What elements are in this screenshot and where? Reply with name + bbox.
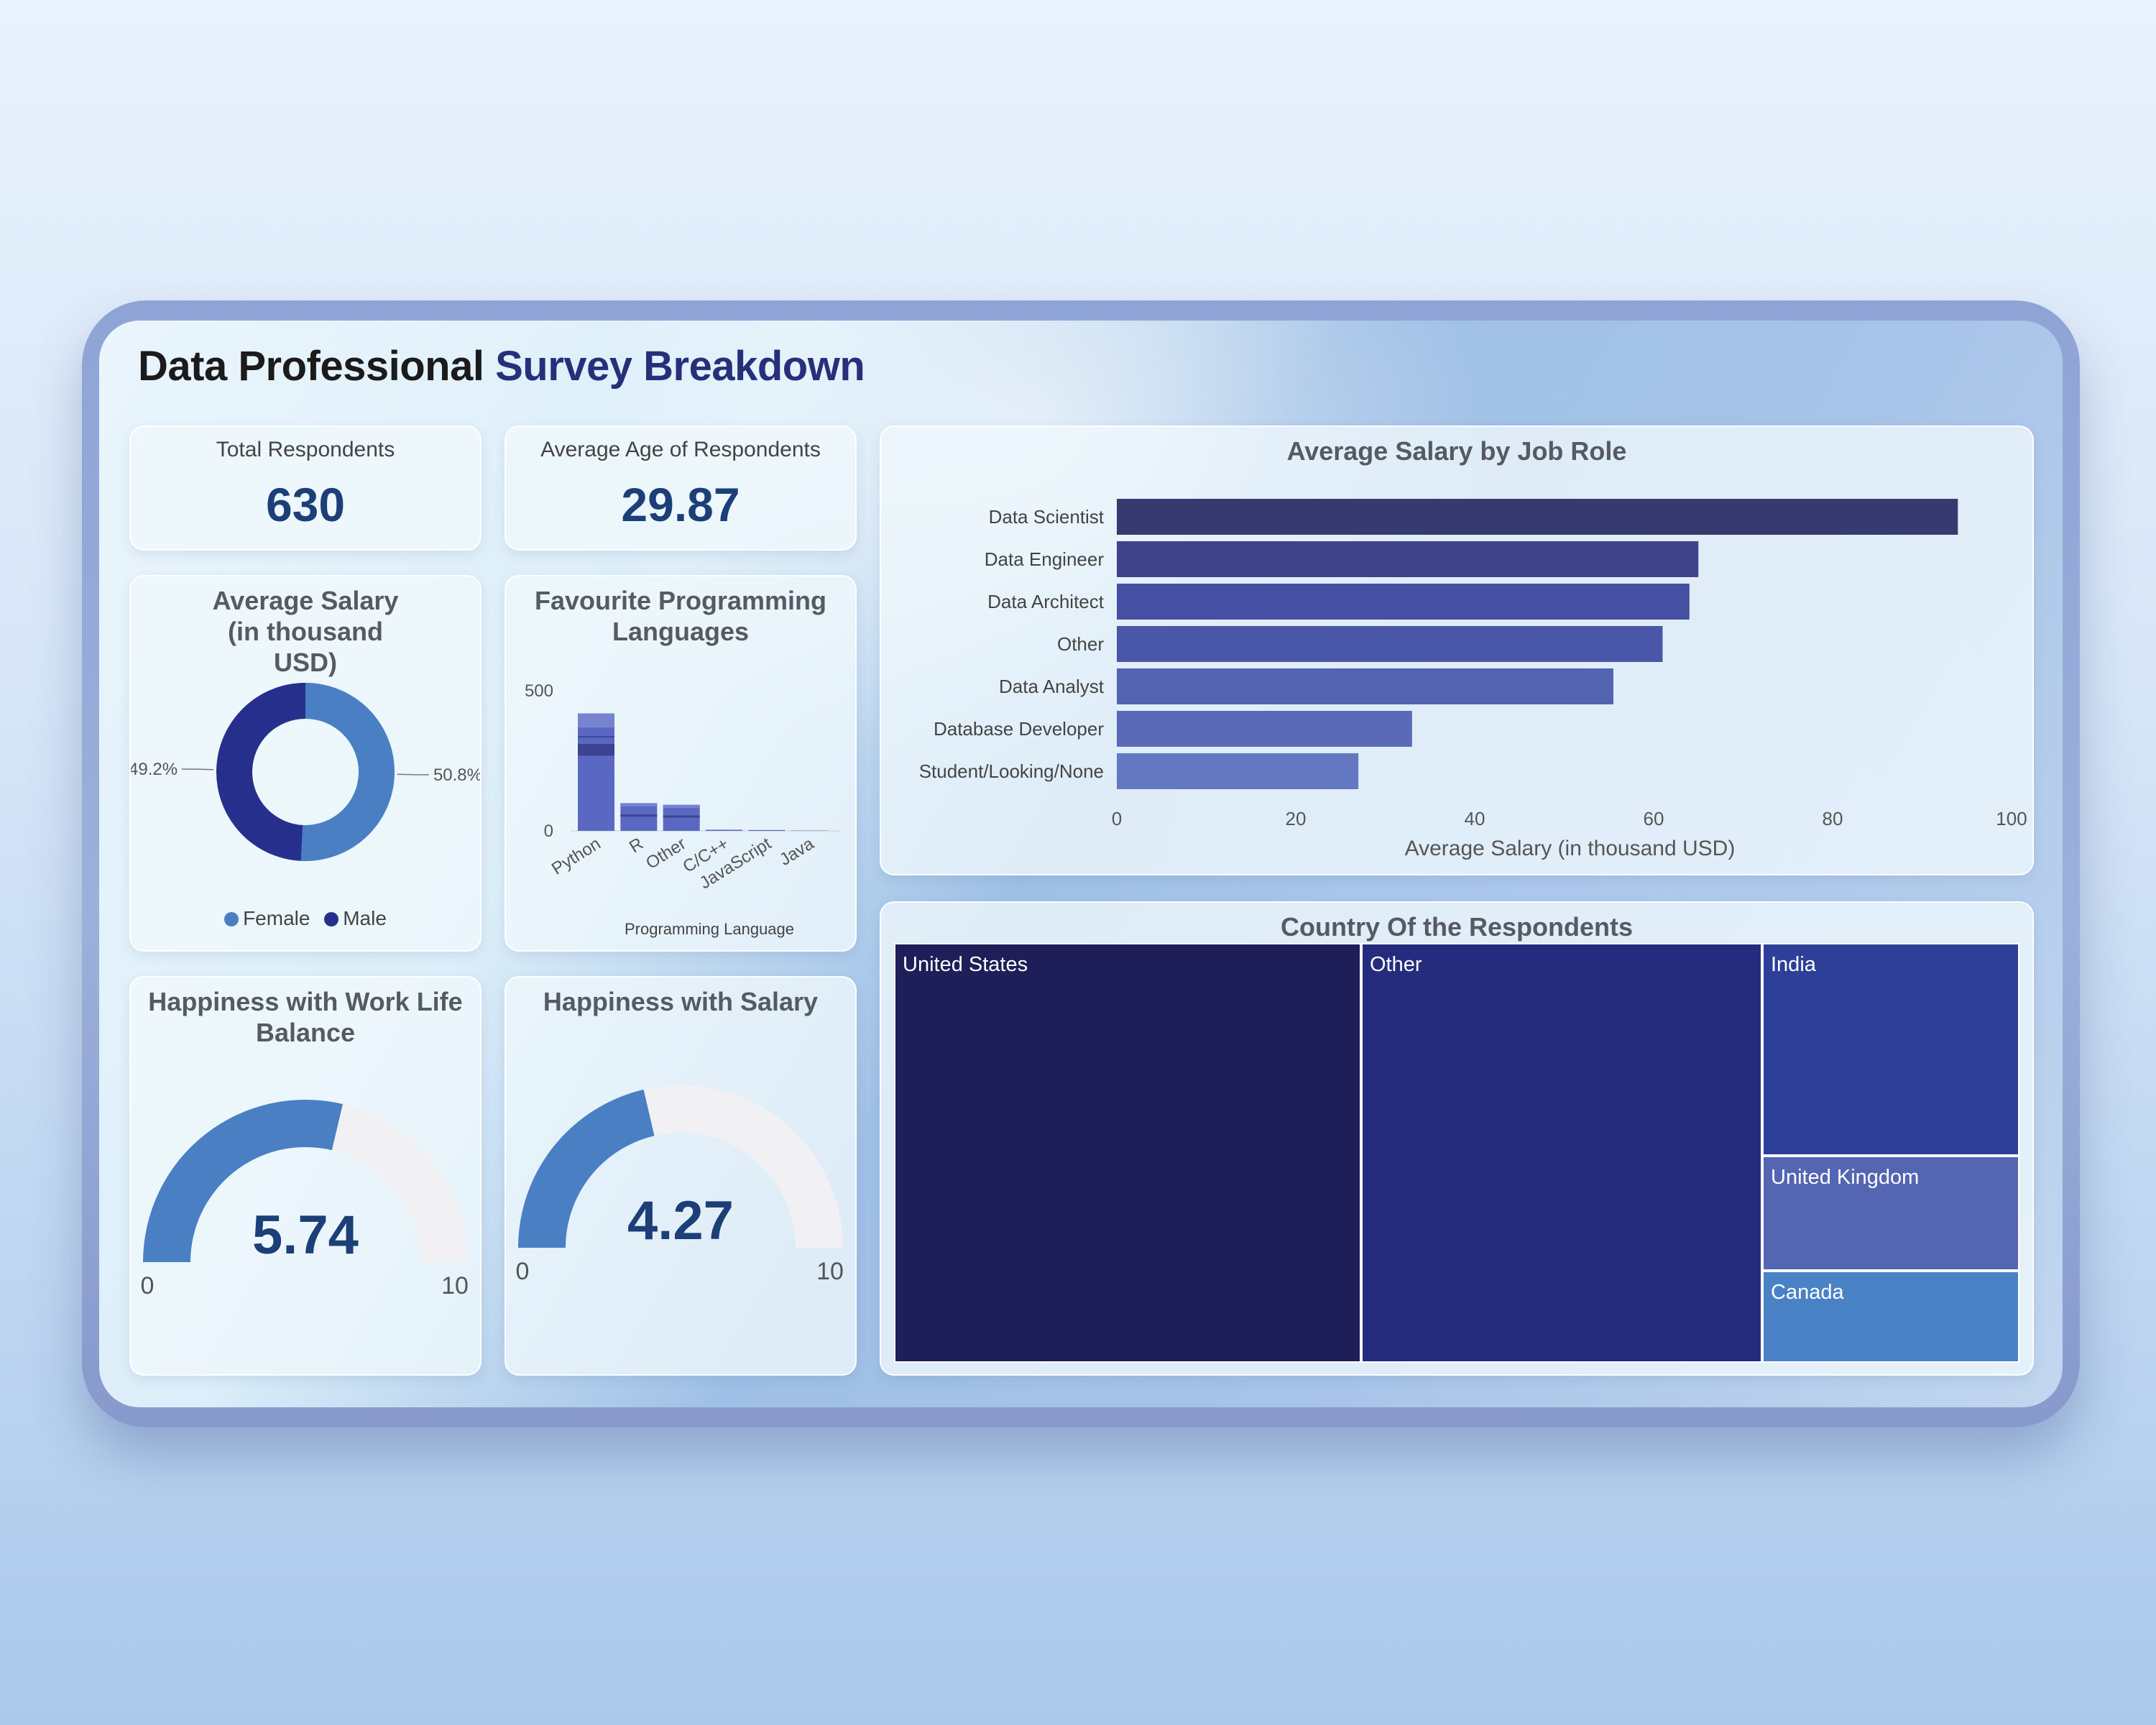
- gauge-work-life-balance: 5.74 0 10: [141, 1100, 469, 1300]
- y-tick-label: Other: [1057, 633, 1104, 655]
- kpi-card-total-respondents: Total Respondents 630: [129, 426, 482, 551]
- treemap-label: United Kingdom: [1771, 1166, 1920, 1189]
- bar-student-looking-none: [1117, 753, 1359, 789]
- x-axis-title: Programming Language: [625, 920, 794, 938]
- donut-legend: Female Male: [131, 907, 480, 930]
- treemap-cell-canada[interactable]: Canada: [1762, 1271, 2019, 1363]
- gauge-fill: [143, 1100, 344, 1262]
- x-tick-label: Java: [776, 834, 818, 870]
- legend-dot: [224, 912, 239, 926]
- chart-title: Average Salary (in thousand USD): [212, 586, 399, 678]
- data-label: 49.2%: [131, 760, 178, 779]
- treemap-label: Canada: [1771, 1281, 1844, 1304]
- chart-title: Favourite Programming Languages: [534, 586, 827, 647]
- gauge-value: 5.74: [252, 1205, 359, 1266]
- treemap-cell-india[interactable]: India: [1762, 943, 2019, 1156]
- treemap-label: India: [1771, 953, 1816, 976]
- treemap-cell-united-kingdom[interactable]: United Kingdom: [1762, 1156, 2019, 1271]
- page-title: Data Professional Survey Breakdown: [138, 342, 865, 390]
- bar-python: [578, 713, 615, 831]
- x-tick-label: R: [626, 834, 647, 857]
- title-accent: Survey Breakdown: [495, 343, 865, 390]
- chart-title: Happiness with Work Life Balance: [148, 987, 463, 1048]
- chart-title: Country Of the Respondents: [1280, 912, 1633, 942]
- bar-segment: [663, 804, 700, 809]
- kpi-label: Total Respondents: [216, 438, 395, 461]
- title-main: Data Professional: [138, 343, 484, 390]
- y-tick-label: Data Architect: [987, 591, 1105, 612]
- bar-data-analyst: [1117, 668, 1613, 704]
- gauge-max-label: 10: [816, 1258, 844, 1285]
- bar-r: [620, 803, 658, 831]
- kpi-label: Average Age of Respondents: [540, 438, 821, 461]
- gauge-value: 4.27: [627, 1190, 734, 1251]
- kpi-value: 630: [265, 478, 346, 531]
- bar-segment: [578, 713, 615, 728]
- y-tick-label: Data Scientist: [989, 506, 1105, 528]
- chart-title: Average Salary by Job Role: [1286, 436, 1627, 466]
- gauge-min-label: 0: [516, 1258, 530, 1285]
- gauge-track: [331, 1104, 468, 1262]
- programming-languages-card: Favourite Programming Languages 500 0 Pyth…: [505, 575, 857, 952]
- y-tick-label: 500: [525, 681, 553, 701]
- x-tick-label: Python: [548, 834, 604, 878]
- country-treemap: United States Other India United Kingdom Can…: [894, 943, 2019, 1363]
- bar-data-architect: [1117, 584, 1690, 620]
- legend-dot: [324, 912, 339, 926]
- treemap-label: Other: [1370, 953, 1422, 976]
- bar-segment: [620, 803, 658, 807]
- x-axis-title: Average Salary (in thousand USD): [1405, 837, 1736, 860]
- y-tick-label: 0: [544, 822, 553, 841]
- kpi-card-average-age: Average Age of Respondents 29.87: [505, 426, 857, 551]
- legend-item-female[interactable]: Female: [224, 907, 310, 929]
- y-tick-label: Data Engineer: [985, 548, 1105, 570]
- y-tick-label: Student/Looking/None: [919, 760, 1104, 782]
- donut-slice-female: [300, 683, 395, 861]
- x-tick-label: Other: [642, 834, 689, 873]
- salary-by-role-card: Average Salary by Job Role Data Scientis…: [880, 426, 2034, 875]
- bar-data-engineer: [1117, 541, 1699, 577]
- gauge-track: [643, 1085, 843, 1248]
- salary-by-role-chart: Data Scientist Data Engineer Data Architec…: [919, 499, 2027, 860]
- chart-title: Happiness with Salary: [543, 987, 819, 1016]
- y-tick-label: Database Developer: [934, 718, 1104, 740]
- y-tick-label: Data Analyst: [999, 676, 1105, 697]
- gauge-card-salary: Happiness with Salary 4.27 0 10: [505, 976, 857, 1376]
- x-tick-label: 80: [1823, 808, 1843, 829]
- legend-label: Male: [343, 907, 387, 929]
- gauge-min-label: 0: [141, 1272, 155, 1300]
- bar-other: [1117, 626, 1663, 662]
- treemap-cell-united-states[interactable]: United States: [894, 943, 1361, 1363]
- legend-item-male[interactable]: Male: [324, 907, 387, 929]
- gauge-max-label: 10: [441, 1272, 469, 1300]
- x-tick-label: 100: [1996, 808, 2027, 829]
- x-tick-label: 20: [1286, 808, 1307, 829]
- donut-chart-card: Average Salary (in thousand USD) 50.8% 49…: [129, 575, 482, 952]
- x-tick-label: 40: [1465, 808, 1485, 829]
- bar-segment: [578, 744, 615, 756]
- country-treemap-card: Country Of the Respondents United States…: [880, 901, 2034, 1376]
- bar-cc: [706, 829, 743, 831]
- treemap-cell-other[interactable]: Other: [1361, 943, 1762, 1363]
- x-tick-label: 0: [1112, 808, 1122, 829]
- bar-other: [663, 804, 700, 831]
- gauge-fill: [518, 1089, 655, 1248]
- leader-line: [182, 768, 214, 770]
- donut-slice-male: [216, 683, 305, 861]
- leader-line: [397, 773, 429, 776]
- data-label: 50.8%: [433, 765, 480, 785]
- dashboard-screen: Data Professional Survey Breakdown Total…: [99, 321, 2063, 1407]
- donut-chart: 50.8% 49.2%: [131, 683, 480, 861]
- bar-data-scientist: [1117, 499, 1958, 535]
- bar-database-developer: [1117, 711, 1412, 747]
- bar-javascript: [748, 829, 786, 831]
- legend-label: Female: [243, 907, 310, 929]
- gauge-salary: 4.27 0 10: [516, 1085, 844, 1285]
- gauge-card-work-life: Happiness with Work Life Balance 5.74 0 10: [129, 976, 482, 1376]
- x-tick-label: 60: [1644, 808, 1664, 829]
- treemap-label: United States: [903, 953, 1028, 976]
- kpi-value: 29.87: [621, 478, 740, 531]
